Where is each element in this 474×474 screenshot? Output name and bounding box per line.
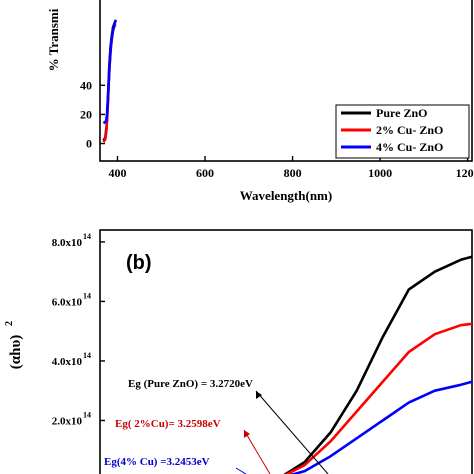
panel-a-x-axis-label: Wavelength(nm) (240, 188, 332, 203)
annotation-arrowhead-2cu (244, 430, 250, 438)
annotation-arrow-2cu (243, 429, 271, 474)
panel-b-y-axis-label: (αhυ) 2 (4, 321, 24, 369)
panel-a-plot-frame (99, 0, 473, 162)
annotation-eg-4cu: Eg(4% Cu) =3.2453eV (104, 456, 210, 468)
annotation-eg-pure-zno: Eg (Pure ZnO) = 3.2720eV (128, 378, 253, 390)
legend-label-pure-zno: Pure ZnO (376, 106, 427, 120)
panel-b-label: (b) (126, 252, 152, 274)
a-y-tick-label: 40 (80, 78, 92, 92)
panel-a-series (102, 19, 118, 143)
annotation-arrowhead-pure-zno (256, 391, 262, 399)
a-x-tick-label: 400 (109, 166, 127, 180)
a-series-line-4pct-cu-zno (102, 19, 118, 125)
legend-label-2cu-zno: 2% Cu- ZnO (376, 123, 443, 137)
panel-a-y-ticks: 0 20 40 (80, 78, 105, 151)
panel-a-legend: Pure ZnO 2% Cu- ZnO 4% Cu- ZnO (335, 104, 470, 159)
a-x-tick-label: 1000 (368, 166, 392, 180)
b-y-tick-exponent: 14 (83, 291, 91, 300)
b-series-line-pure-zno (283, 255, 473, 474)
b-y-tick-label: 8.0x10 (52, 237, 83, 249)
panel-a-y-axis-label: % Transmi (46, 8, 61, 71)
panel-a-transmittance-chart: 0 20 40 400 600 800 1000 1200 % Transmi Wavele… (46, 0, 474, 203)
panel-b-y-axis-label-superscript: 2 (4, 321, 15, 326)
b-y-tick-label: 2.0x10 (52, 415, 83, 427)
panel-b-plot-frame (99, 229, 473, 474)
a-x-tick-label: 800 (284, 166, 302, 180)
annotation-eg-2cu: Eg( 2%Cu)= 3.2598eV (115, 418, 221, 430)
b-y-tick-exponent: 14 (83, 410, 91, 419)
b-y-tick-label: 4.0x10 (52, 356, 83, 368)
panel-b-annotations: Eg (Pure ZnO) = 3.2720eV Eg( 2%Cu)= 3.25… (104, 378, 329, 474)
b-series-line-4pct-cu-zno (289, 380, 473, 474)
panel-b-y-axis-label-text: (αhυ) (8, 335, 24, 370)
a-x-tick-label: 1200 (456, 166, 474, 180)
annotation-arrow-4cu (235, 467, 247, 474)
b-y-tick-exponent: 14 (83, 351, 91, 360)
b-y-tick-label: 6.0x10 (52, 296, 83, 308)
a-x-tick-label: 600 (196, 166, 214, 180)
b-y-tick-exponent: 14 (83, 232, 91, 241)
a-y-tick-label: 20 (80, 107, 92, 121)
b-series-line-2pct-cu-zno (284, 322, 473, 474)
a-y-tick-label: 0 (86, 137, 92, 151)
panel-b-series (283, 255, 473, 474)
panel-a-x-ticks: 400 600 800 1000 1200 (109, 156, 474, 180)
annotation-arrow-pure-zno (255, 390, 329, 474)
legend-label-4cu-zno: 4% Cu- ZnO (376, 140, 443, 154)
